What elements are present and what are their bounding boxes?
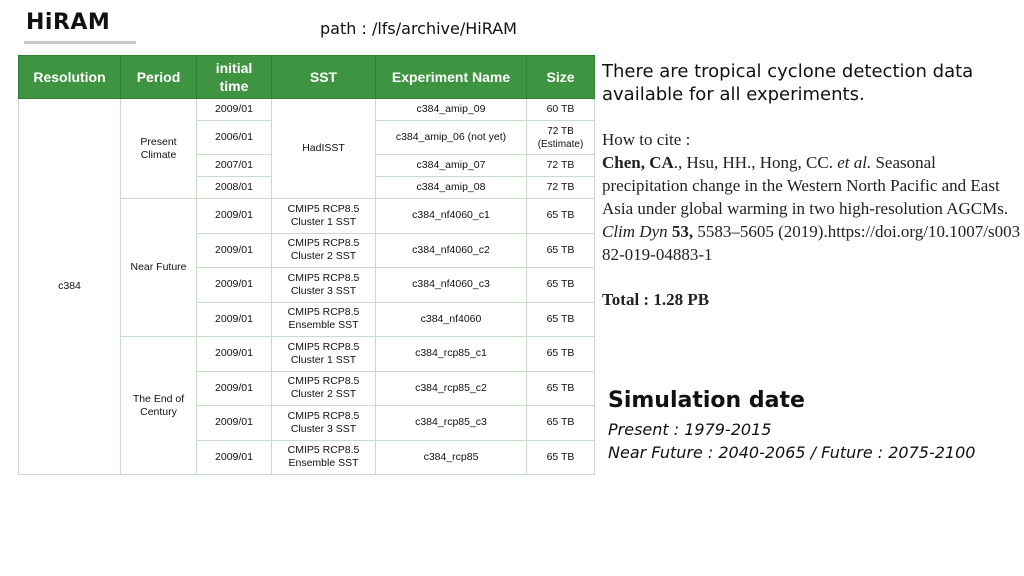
experiment-cell: c384_rcp85_c3 bbox=[375, 405, 527, 441]
resolution-cell: c384 bbox=[18, 98, 121, 475]
size-cell: 65 TB bbox=[526, 370, 595, 406]
experiment-cell: c384_amip_08 bbox=[375, 176, 527, 199]
sst-cell: CMIP5 RCP8.5 Cluster 1 SST bbox=[271, 198, 376, 234]
experiments-table: Resolution Period initial time SST Exper… bbox=[18, 55, 595, 475]
citation-label: How to cite : bbox=[602, 130, 691, 149]
simulation-future: Near Future : 2040-2065 / Future : 2075-… bbox=[608, 443, 976, 462]
sst-cell: CMIP5 RCP8.5 Cluster 2 SST bbox=[271, 232, 376, 268]
citation-pages: 5583–5605 (2019).https://doi.org/10.1007… bbox=[602, 222, 1021, 264]
experiment-cell: c384_rcp85_c2 bbox=[375, 370, 527, 406]
time-cell: 2008/01 bbox=[196, 176, 272, 199]
size-cell: 72 TB bbox=[526, 176, 595, 199]
table-header-row: Resolution Period initial time SST Exper… bbox=[18, 55, 595, 99]
page-title: HiRAM bbox=[26, 10, 111, 35]
sst-cell: CMIP5 RCP8.5 Cluster 2 SST bbox=[271, 370, 376, 406]
time-cell: 2009/01 bbox=[196, 98, 272, 121]
table-row: 2007/01 c384_amip_07 72 TB bbox=[19, 154, 595, 177]
header-period: Period bbox=[120, 55, 197, 99]
header-initial-time: initial time bbox=[196, 55, 272, 99]
size-cell: 65 TB bbox=[526, 198, 595, 234]
header-resolution: Resolution bbox=[18, 55, 121, 99]
time-cell: 2006/01 bbox=[196, 120, 272, 155]
time-cell: 2009/01 bbox=[196, 336, 272, 372]
experiment-cell: c384_amip_09 bbox=[375, 98, 527, 121]
size-cell: 65 TB bbox=[526, 336, 595, 372]
time-cell: 2007/01 bbox=[196, 154, 272, 177]
citation-authors: ., Hsu, HH., Hong, CC. bbox=[673, 153, 833, 172]
citation-journal: Clim Dyn bbox=[602, 222, 668, 241]
experiment-cell: c384_nf4060_c1 bbox=[375, 198, 527, 234]
header-sst: SST bbox=[271, 55, 376, 99]
sst-cell: CMIP5 RCP8.5 Ensemble SST bbox=[271, 301, 376, 337]
citation-text: Chen, CA., Hsu, HH., Hong, CC. et al. Se… bbox=[602, 151, 1022, 266]
time-cell: 2009/01 bbox=[196, 370, 272, 406]
citation-title: Seasonal precipitation change in the Wes… bbox=[602, 153, 1009, 218]
simulation-date-title: Simulation date bbox=[608, 388, 805, 413]
size-cell: 65 TB bbox=[526, 405, 595, 441]
table-row: 2009/01 CMIP5 RCP8.5 Ensemble SST c384_r… bbox=[19, 439, 595, 475]
sst-cell: CMIP5 RCP8.5 Cluster 1 SST bbox=[271, 336, 376, 372]
archive-path: path : /lfs/archive/HiRAM bbox=[320, 19, 517, 38]
table-row: c384 Present Climate 2009/01 HadISST c38… bbox=[18, 98, 595, 475]
size-cell: 65 TB bbox=[526, 267, 595, 303]
table-row: Near Future 2009/01 CMIP5 RCP8.5 Cluster… bbox=[19, 198, 595, 337]
total-size: Total : 1.28 PB bbox=[602, 290, 710, 309]
citation-block: How to cite : Chen, CA., Hsu, HH., Hong,… bbox=[602, 128, 1022, 266]
sst-cell: HadISST bbox=[271, 98, 376, 199]
time-cell: 2009/01 bbox=[196, 439, 272, 475]
table-row: 2009/01 CMIP5 RCP8.5 Cluster 2 SST c384_… bbox=[19, 370, 595, 406]
size-cell: 72 TB (Estimate) bbox=[526, 120, 595, 155]
header-size: Size bbox=[526, 55, 595, 99]
size-cell: 60 TB bbox=[526, 98, 595, 121]
size-cell: 65 TB bbox=[526, 232, 595, 268]
header-experiment-name: Experiment Name bbox=[375, 55, 527, 99]
period-cell: Present Climate bbox=[120, 98, 197, 199]
table-row: 2008/01 c384_amip_08 72 TB bbox=[19, 176, 595, 199]
citation-et-al: et al. bbox=[837, 153, 872, 172]
citation-volume: 53, bbox=[671, 222, 694, 241]
experiment-cell: c384_amip_07 bbox=[375, 154, 527, 177]
experiment-cell: c384_rcp85_c1 bbox=[375, 336, 527, 372]
citation-authors-bold: Chen, CA bbox=[602, 153, 674, 172]
simulation-present: Present : 1979-2015 bbox=[608, 420, 772, 439]
time-cell: 2009/01 bbox=[196, 405, 272, 441]
sst-cell: CMIP5 RCP8.5 Cluster 3 SST bbox=[271, 267, 376, 303]
time-cell: 2009/01 bbox=[196, 232, 272, 268]
table-row: 2006/01 c384_amip_06 (not yet) 72 TB (Es… bbox=[19, 120, 595, 155]
time-cell: 2009/01 bbox=[196, 198, 272, 234]
period-cell: Near Future bbox=[120, 198, 197, 337]
experiment-cell: c384_nf4060 bbox=[375, 301, 527, 337]
sst-cell: CMIP5 RCP8.5 Ensemble SST bbox=[271, 439, 376, 475]
experiment-cell: c384_rcp85 bbox=[375, 439, 527, 475]
size-cell: 72 TB bbox=[526, 154, 595, 177]
title-underline bbox=[24, 41, 136, 44]
experiment-cell: c384_amip_06 (not yet) bbox=[375, 120, 527, 155]
experiment-cell: c384_nf4060_c3 bbox=[375, 267, 527, 303]
time-cell: 2009/01 bbox=[196, 267, 272, 303]
table-row: The End of Century 2009/01 CMIP5 RCP8.5 … bbox=[19, 336, 595, 475]
period-cell: The End of Century bbox=[120, 336, 197, 475]
time-cell: 2009/01 bbox=[196, 301, 272, 337]
size-cell: 65 TB bbox=[526, 439, 595, 475]
sst-cell: CMIP5 RCP8.5 Cluster 3 SST bbox=[271, 405, 376, 441]
experiment-cell: c384_nf4060_c2 bbox=[375, 232, 527, 268]
size-cell: 65 TB bbox=[526, 301, 595, 337]
detection-data-note: There are tropical cyclone detection dat… bbox=[602, 61, 974, 105]
